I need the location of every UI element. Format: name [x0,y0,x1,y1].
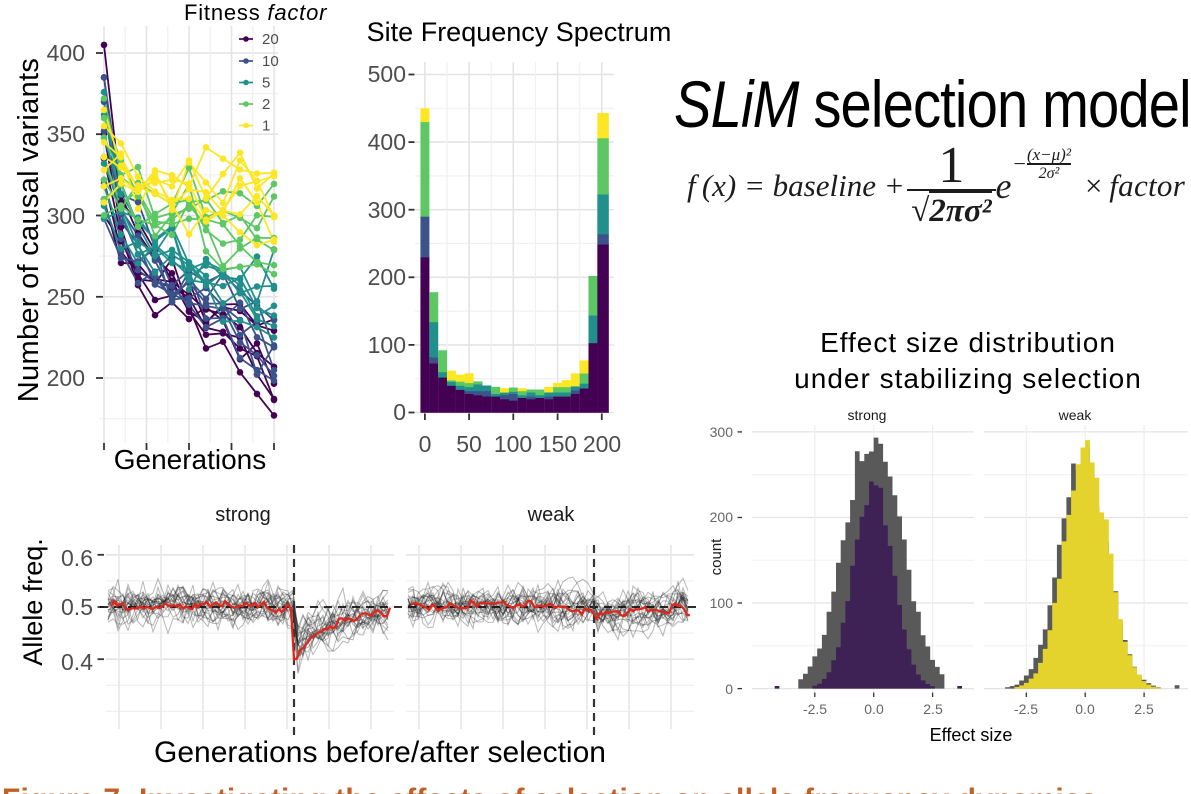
svg-text:2.5: 2.5 [923,701,943,717]
svg-text:0.0: 0.0 [1075,701,1095,717]
svg-text:count: count [708,538,725,576]
svg-text:strong: strong [848,407,887,423]
svg-text:strong: strong [215,504,271,526]
svg-text:150: 150 [539,431,577,457]
svg-text:200: 200 [583,431,621,457]
svg-text:100: 100 [710,595,734,611]
svg-text:5: 5 [262,75,270,92]
svg-text:100: 100 [368,332,406,358]
svg-text:400: 400 [368,129,406,155]
svg-text:Effect size distribution: Effect size distribution [820,327,1116,358]
svg-text:50: 50 [456,431,482,457]
svg-text:Site Frequency Spectrum: Site Frequency Spectrum [367,17,672,47]
svg-text:Generations before/after selec: Generations before/after selection [154,736,606,769]
svg-text:300: 300 [710,424,734,440]
svg-text:200: 200 [710,509,734,525]
svg-text:250: 250 [47,284,85,310]
svg-text:1: 1 [262,118,270,135]
svg-text:Effect size: Effect size [930,725,1013,745]
svg-text:-2.5: -2.5 [1014,701,1038,717]
svg-text:Fitness factor: Fitness factor [184,0,328,25]
svg-text:20: 20 [262,31,279,48]
svg-text:-2.5: -2.5 [803,701,827,717]
svg-text:0.4: 0.4 [61,649,93,675]
svg-text:Allele freq.: Allele freq. [18,538,48,666]
svg-text:2: 2 [262,96,270,113]
svg-text:200: 200 [368,264,406,290]
svg-text:Number of causal variants: Number of causal variants [13,58,45,402]
svg-text:0.5: 0.5 [61,594,93,620]
svg-text:10: 10 [262,53,279,70]
svg-text:2.5: 2.5 [1134,701,1154,717]
svg-text:0: 0 [419,431,432,457]
svg-text:under stabilizing selection: under stabilizing selection [794,363,1142,394]
svg-text:weak: weak [1058,407,1093,423]
svg-text:0: 0 [725,681,733,697]
svg-text:500: 500 [368,61,406,87]
svg-text:400: 400 [47,40,85,66]
svg-text:0.0: 0.0 [864,701,884,717]
svg-text:300: 300 [47,203,85,229]
svg-text:300: 300 [368,197,406,223]
svg-text:100: 100 [494,431,532,457]
svg-text:Generations: Generations [114,444,267,475]
svg-text:0.6: 0.6 [61,545,93,571]
svg-text:200: 200 [47,365,85,391]
svg-text:0: 0 [393,399,406,425]
svg-text:350: 350 [47,121,85,147]
svg-text:weak: weak [527,504,576,526]
